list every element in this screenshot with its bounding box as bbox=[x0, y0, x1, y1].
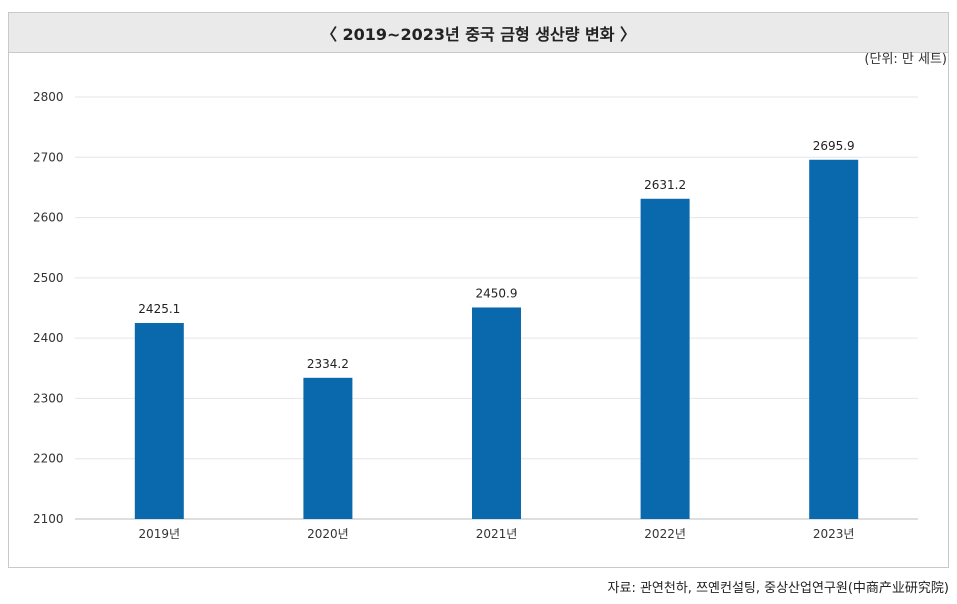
data-label: 2450.9 bbox=[476, 286, 518, 300]
bar bbox=[472, 307, 521, 519]
y-tick-label: 2700 bbox=[33, 150, 64, 164]
bar bbox=[134, 323, 184, 519]
bar bbox=[303, 377, 353, 519]
data-label: 2334.2 bbox=[307, 357, 349, 371]
y-tick-label: 2500 bbox=[33, 271, 64, 285]
bar bbox=[640, 198, 690, 520]
x-tick-label: 2019년 bbox=[139, 527, 181, 541]
x-tick-label: 2023년 bbox=[813, 527, 855, 541]
y-tick-label: 2600 bbox=[33, 211, 64, 225]
y-tick-label: 2100 bbox=[33, 512, 64, 526]
x-tick-label: 2021년 bbox=[476, 527, 518, 541]
data-label: 2631.2 bbox=[644, 178, 686, 192]
y-tick-label: 2400 bbox=[33, 331, 64, 345]
bar bbox=[809, 159, 859, 519]
chart-title: 〈 2019~2023년 중국 금형 생산량 변화 〉 bbox=[9, 13, 948, 53]
y-tick-label: 2300 bbox=[33, 391, 64, 405]
data-label: 2695.9 bbox=[813, 139, 855, 153]
y-tick-label: 2800 bbox=[33, 90, 64, 104]
x-tick-label: 2022년 bbox=[644, 527, 686, 541]
source-note: 자료: 관연천하, 쯔옌컨설팅, 중상산업연구원(中商产业研究院) bbox=[607, 581, 949, 596]
x-tick-label: 2020년 bbox=[307, 527, 349, 541]
unit-label: (단위: 만 세트) bbox=[864, 52, 947, 67]
y-tick-label: 2200 bbox=[33, 452, 64, 466]
data-label: 2425.1 bbox=[138, 302, 180, 316]
